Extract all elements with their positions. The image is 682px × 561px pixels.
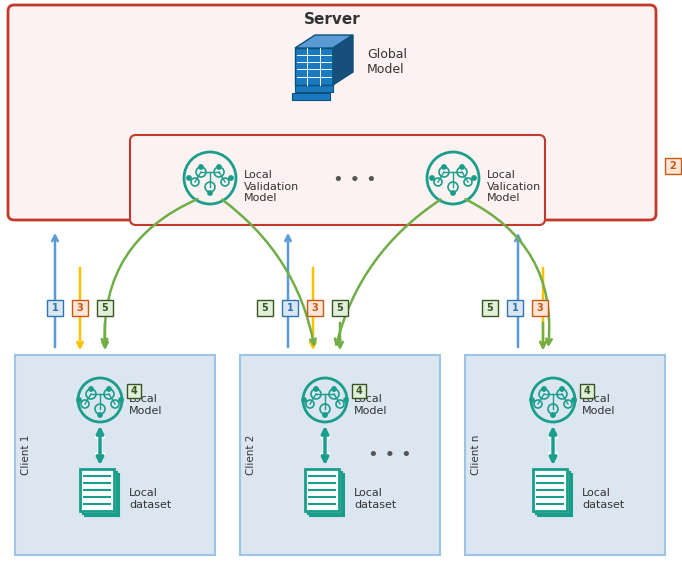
Text: Local
Valication
Model: Local Valication Model [487, 170, 542, 203]
Circle shape [572, 398, 576, 402]
Bar [465, 355, 665, 555]
Circle shape [472, 176, 476, 180]
Circle shape [228, 176, 233, 180]
Circle shape [442, 165, 446, 169]
Text: 1: 1 [512, 303, 518, 313]
Bar [80, 469, 114, 511]
Bar [352, 384, 366, 398]
Text: Global
Model: Global Model [367, 48, 407, 76]
Text: 5: 5 [487, 303, 493, 313]
Text: Client 2: Client 2 [246, 435, 256, 475]
Bar [127, 384, 141, 398]
Text: 1: 1 [286, 303, 293, 313]
Bar [240, 355, 440, 555]
Text: 2: 2 [670, 161, 677, 171]
Circle shape [89, 387, 93, 391]
Polygon shape [292, 93, 330, 100]
Bar [310, 474, 344, 516]
Circle shape [551, 413, 555, 417]
Text: Local
dataset: Local dataset [354, 488, 396, 509]
Text: 3: 3 [76, 303, 83, 313]
Circle shape [107, 387, 111, 391]
Bar [332, 300, 348, 316]
Bar [72, 300, 88, 316]
Circle shape [119, 398, 123, 402]
Text: Local
Model: Local Model [582, 394, 615, 416]
Text: 3: 3 [312, 303, 318, 313]
Circle shape [430, 176, 434, 180]
Bar [85, 474, 119, 516]
Text: 4: 4 [584, 386, 591, 396]
Bar [580, 384, 594, 398]
Polygon shape [295, 85, 333, 92]
Circle shape [542, 387, 546, 391]
Text: 5: 5 [337, 303, 343, 313]
Circle shape [530, 398, 534, 402]
Polygon shape [333, 35, 353, 85]
Bar [533, 469, 567, 511]
Bar [307, 300, 323, 316]
Text: Server: Server [303, 11, 360, 26]
Polygon shape [295, 35, 353, 48]
Circle shape [460, 165, 464, 169]
Circle shape [77, 398, 81, 402]
Text: 4: 4 [355, 386, 362, 396]
Circle shape [98, 413, 102, 417]
Text: Local
Model: Local Model [129, 394, 162, 416]
Circle shape [314, 387, 318, 391]
Circle shape [560, 387, 564, 391]
Bar [15, 355, 215, 555]
Text: • • •: • • • [368, 446, 412, 464]
Bar [536, 472, 570, 514]
Circle shape [344, 398, 349, 402]
Text: Local
Model: Local Model [354, 394, 387, 416]
Bar [532, 300, 548, 316]
Circle shape [217, 165, 221, 169]
Bar [47, 300, 63, 316]
Text: 5: 5 [102, 303, 108, 313]
Text: Local
dataset: Local dataset [582, 488, 624, 509]
Bar [665, 158, 681, 174]
Bar [308, 472, 342, 514]
Text: • • •: • • • [333, 171, 377, 189]
Bar [83, 472, 117, 514]
Circle shape [451, 191, 455, 195]
Text: 4: 4 [131, 386, 137, 396]
FancyBboxPatch shape [130, 135, 545, 225]
Polygon shape [295, 48, 333, 85]
Polygon shape [289, 101, 327, 108]
Circle shape [332, 387, 336, 391]
Bar [538, 474, 572, 516]
Text: 3: 3 [537, 303, 544, 313]
Circle shape [187, 176, 191, 180]
Bar [97, 300, 113, 316]
Bar [482, 300, 498, 316]
Text: 5: 5 [262, 303, 269, 313]
Bar [305, 469, 339, 511]
Text: Client 1: Client 1 [21, 435, 31, 475]
Text: 1: 1 [52, 303, 59, 313]
FancyBboxPatch shape [8, 5, 656, 220]
Text: Client n: Client n [471, 435, 481, 475]
Circle shape [323, 413, 327, 417]
Bar [507, 300, 523, 316]
Bar [282, 300, 298, 316]
Text: Local
Validation
Model: Local Validation Model [244, 170, 299, 203]
Bar [257, 300, 273, 316]
Circle shape [198, 165, 203, 169]
Circle shape [302, 398, 306, 402]
Circle shape [208, 191, 212, 195]
Text: Local
dataset: Local dataset [129, 488, 171, 509]
